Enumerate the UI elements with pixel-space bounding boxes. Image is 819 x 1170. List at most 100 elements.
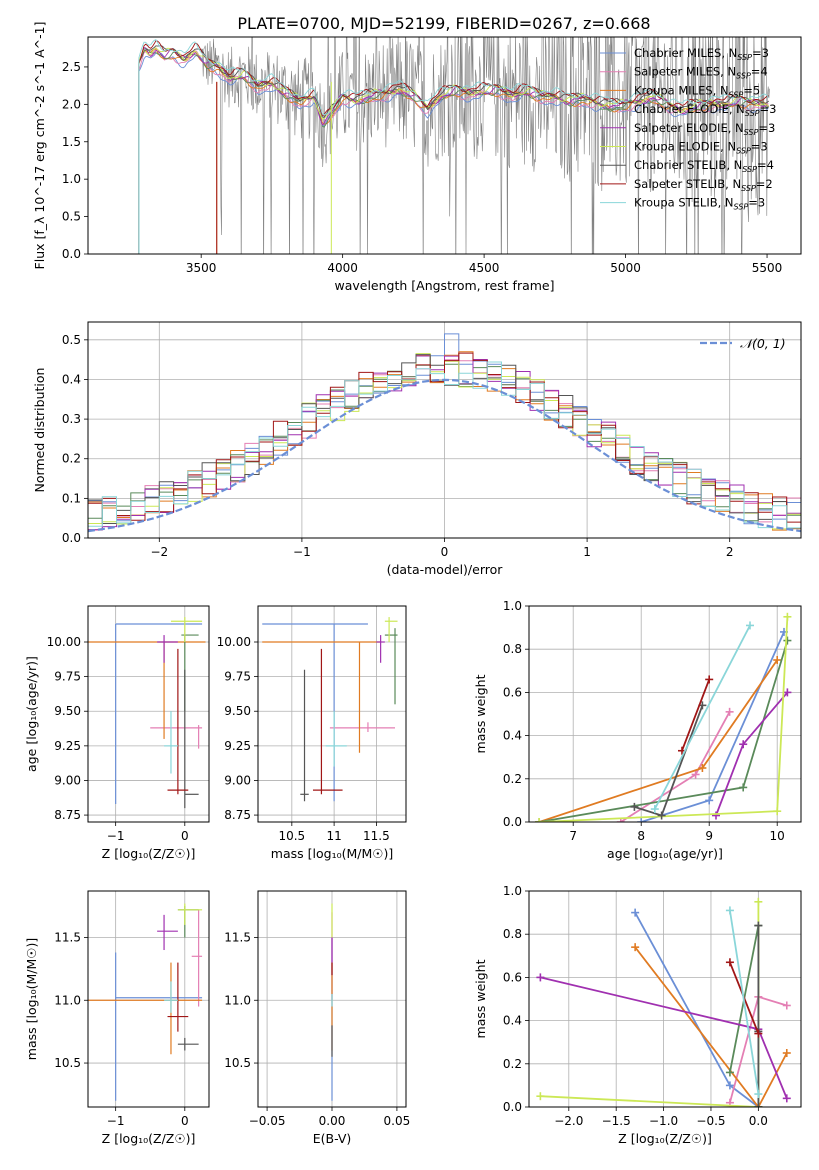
panel-age_vs_mass: 10.5 11 11.5 8.75 9.00 9.25 9.50 9.75 10.00 mass … <box>217 605 407 861</box>
y-tick-label: 0.0 <box>62 531 81 545</box>
errorbar-chabrier_stelib <box>177 1037 199 1051</box>
errorbar-chabrier_miles <box>115 952 203 1101</box>
y-tick-label: 9.00 <box>54 773 81 787</box>
axes-frame <box>257 890 407 1108</box>
y-tick-label: 0.0 <box>62 247 81 261</box>
residuals-legend: 𝒩(0, 1) <box>700 336 786 351</box>
errorbar-kroupa_stelib <box>164 711 178 774</box>
x-axis-label: Z [log₁₀(Z/Z☉)] <box>102 846 196 861</box>
legend-label-tail: =5 <box>743 83 760 97</box>
weight-line <box>654 624 751 810</box>
legend-label-text: Kroupa STELIB, N <box>634 196 734 210</box>
errorbar-kroupa_elodie <box>384 617 398 642</box>
y-tick-label: 10.00 <box>47 635 81 649</box>
legend-label-tail: =4 <box>757 158 774 172</box>
errorbar-chabrier_stelib <box>300 669 309 802</box>
weight-line <box>729 925 760 1107</box>
plot-area-weight_vs_age <box>535 612 792 822</box>
x-tick-label: 9 <box>705 829 713 843</box>
axes-frame <box>87 890 210 1108</box>
x-tick-label: 5000 <box>610 261 641 275</box>
legend-label-sub: SSP <box>736 72 751 81</box>
legend-label-salpeter_stelib: Salpeter STELIB, NSSP=2 <box>634 177 773 193</box>
weight-series-kroupa_stelib <box>725 906 763 1099</box>
x-tick-label: −2.0 <box>554 1114 583 1128</box>
legend-label-sub: SSP <box>742 165 757 174</box>
spectrum-model-kroupa_miles <box>138 48 770 254</box>
x-axis-label: Z [log₁₀(Z/Z☉)] <box>618 1131 712 1146</box>
legend-label-text: Chabrier MILES, N <box>634 46 737 60</box>
errorbar-salpeter_elodie <box>157 635 178 663</box>
weight-series-salpeter_elodie <box>712 688 792 820</box>
weight-series-kroupa_elodie <box>536 897 763 1107</box>
weight-series-chabrier_elodie <box>535 636 792 822</box>
x-tick-label: −1 <box>107 1114 125 1128</box>
errorbar-chabrier_miles <box>262 623 368 802</box>
y-tick-label: 0.4 <box>503 729 522 743</box>
y-tick-label: 11.0 <box>224 993 251 1007</box>
y-tick-label: 9.50 <box>54 704 81 718</box>
legend-label-text: Chabrier ELODIE, N <box>634 102 745 116</box>
panel-mass_vs_Z: −1 0 10.5 11.0 11.5 Z [log₁₀(Z/Z☉)] mass [log₁… <box>24 890 210 1146</box>
weight-series-chabrier_stelib <box>754 921 763 1107</box>
x-tick-label: 0.0 <box>749 1114 768 1128</box>
y-tick-label: 9.00 <box>224 773 251 787</box>
x-tick-label: 7 <box>569 829 577 843</box>
weight-line <box>715 691 789 816</box>
errorbar-salpeter_stelib <box>167 962 189 1032</box>
y-tick-label: 9.25 <box>54 739 81 753</box>
y-tick-label: 0.5 <box>62 210 81 224</box>
panel-weight_vs_Z: −2.0 −1.5 −1.0 −0.5 0.0 0.0 0.2 0.4 0.6 0.8 1.0 Z [… <box>473 884 802 1146</box>
axes-frame <box>87 321 802 539</box>
legend-label-sub: SSP <box>741 184 756 193</box>
plot-area-residuals <box>88 333 801 538</box>
y-tick-label: 8.75 <box>224 808 251 822</box>
y-tick-label: 10.00 <box>217 635 251 649</box>
plot-area-spectrum <box>102 37 770 254</box>
x-tick-label: −1.0 <box>649 1114 678 1128</box>
y-tick-label: 0.3 <box>62 412 81 426</box>
legend-label-tail: =3 <box>748 196 765 210</box>
errorbar-chabrier_elodie <box>177 906 199 938</box>
y-tick-label: 0.4 <box>62 372 81 386</box>
errorbar-salpeter_miles <box>191 909 203 1007</box>
axes-frame <box>528 890 802 1108</box>
legend-label-tail: =3 <box>752 46 769 60</box>
errorbar-chabrier_elodie <box>384 628 398 705</box>
figure-title: PLATE=0700, MJD=52199, FIBERID=0267, z=0… <box>237 14 650 33</box>
x-tick-label: −1 <box>293 545 311 559</box>
panel-age_vs_Z: −1 0 8.75 9.00 9.25 9.50 9.75 10.00 Z [log₁₀(Z/Z… <box>24 605 210 861</box>
x-tick-label: 0.00 <box>319 1114 346 1128</box>
legend-label-sub: SSP <box>745 109 760 118</box>
x-tick-label: 0.05 <box>384 1114 411 1128</box>
x-tick-label: 0 <box>181 1114 189 1128</box>
errorbar-chabrier_stelib <box>184 669 199 809</box>
errorbar-salpeter_miles <box>329 722 396 732</box>
weight-line <box>729 910 760 1095</box>
legend-label-text: Salpeter STELIB, N <box>634 177 741 191</box>
y-tick-label: 9.75 <box>224 670 251 684</box>
weight-line <box>681 679 711 752</box>
axes-frame <box>528 605 802 823</box>
plot-area-age_vs_mass <box>262 617 398 802</box>
errorbar-chabrier_miles <box>115 623 203 804</box>
errorbar-kroupa_elodie <box>177 903 203 925</box>
y-tick-label: 0.0 <box>503 815 522 829</box>
legend-label-text: Kroupa MILES, N <box>634 83 729 97</box>
panel-residuals: −2 −1 0 1 2 0.0 0.1 0.2 0.3 0.4 0.5 (data-model)/er… <box>32 321 802 577</box>
legend-label-salpeter_miles: Salpeter MILES, NSSP=4 <box>634 65 768 81</box>
y-tick-label: 0.6 <box>503 685 522 699</box>
panel-mass_vs_ebv: −0.05 0.00 0.05 10.5 11.0 11.5 E(B-V) <box>224 890 411 1146</box>
axes-frame <box>87 36 802 255</box>
legend-label-sub: SSP <box>736 147 751 156</box>
errorbar-chabrier_elodie <box>181 634 199 712</box>
plot-area-mass_vs_Z <box>88 903 203 1101</box>
x-tick-label: −1.5 <box>602 1114 631 1128</box>
axes-frame <box>257 605 407 823</box>
weight-series-salpeter_stelib <box>678 675 714 755</box>
x-axis-label: E(B-V) <box>313 1131 352 1146</box>
errorbar-salpeter_miles <box>150 725 203 749</box>
legend-label-sub: SSP <box>729 90 744 99</box>
x-tick-label: 5500 <box>752 261 783 275</box>
